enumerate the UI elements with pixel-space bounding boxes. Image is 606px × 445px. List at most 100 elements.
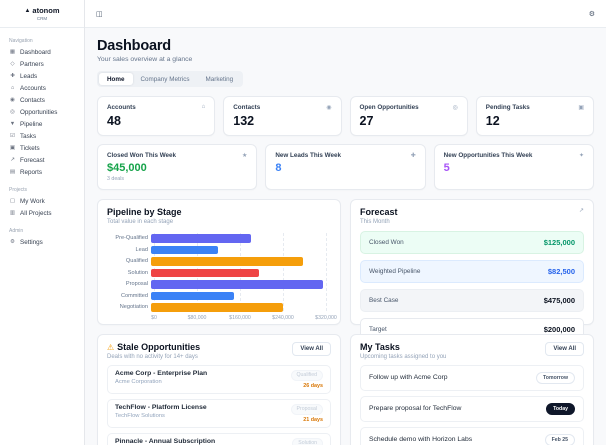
forecast-subtitle: This Month bbox=[360, 218, 390, 225]
my-tasks-card: My Tasks Upcoming tasks assigned to you … bbox=[350, 334, 594, 445]
app-tagline: CRM bbox=[36, 16, 48, 21]
sidebar-item-label: Partners bbox=[20, 60, 44, 68]
sidebar-item-label: Opportunities bbox=[20, 108, 58, 116]
pipeline-chart: Pre-Qualified Lead Qualified Solution Propos… bbox=[107, 232, 337, 324]
forecast-icon: ↗ bbox=[10, 157, 15, 163]
due-badge: Today bbox=[546, 402, 575, 415]
partners-icon: ◇ bbox=[10, 61, 15, 67]
kpi-value: 27 bbox=[359, 114, 374, 128]
sidebar-item-label: Tasks bbox=[20, 132, 37, 140]
stat-value: 8 bbox=[275, 162, 282, 174]
due-badge: Feb 25 bbox=[544, 433, 575, 445]
settings-icon[interactable]: ⚙ bbox=[588, 10, 595, 18]
kpi-card-accounts: Accounts ⌂ 48 bbox=[97, 96, 216, 136]
chart-bar-row: Proposal bbox=[107, 279, 331, 291]
task-label: Follow up with Acme Corp bbox=[369, 374, 448, 381]
stat-note: 3 deals bbox=[107, 176, 125, 182]
sidebar-item-partners[interactable]: ◇ Partners bbox=[0, 58, 84, 70]
stale-opportunity-row[interactable]: Pinnacle - Annual SubscriptionPinnacle I… bbox=[107, 432, 331, 445]
accounts-icon: ⌂ bbox=[10, 85, 15, 91]
sidebar-item-contacts[interactable]: ◉ Contacts bbox=[0, 94, 84, 106]
forecast-row-best-case: Best Case $475,000 bbox=[360, 288, 584, 312]
forecast-label: Best Case bbox=[369, 296, 399, 304]
opportunity-title: TechFlow - Platform License bbox=[115, 403, 207, 411]
tab-home[interactable]: Home bbox=[99, 73, 133, 85]
leads-icon: ✚ bbox=[10, 73, 15, 79]
chart-bar bbox=[151, 280, 323, 289]
pipeline-by-stage-card: Pipeline by Stage Total value in each st… bbox=[97, 199, 341, 325]
sidebar-toggle-icon[interactable]: ◫ bbox=[96, 10, 103, 18]
sidebar-item-label: My Work bbox=[20, 197, 45, 205]
stat-card-new-leads-week: New Leads This Week ✚ 8 bbox=[265, 144, 426, 190]
pipeline-icon: ▼ bbox=[9, 121, 16, 127]
stage-badge: Solution bbox=[292, 437, 323, 445]
sidebar-item-label: Accounts bbox=[20, 84, 46, 92]
kpi-label: Accounts bbox=[107, 104, 136, 111]
forecast-row-closed-won: Closed Won $125,000 bbox=[360, 230, 584, 254]
sidebar-item-all-projects[interactable]: ▥ All Projects bbox=[0, 207, 84, 219]
warning-icon: ⚠ bbox=[107, 343, 115, 352]
chart-bar bbox=[151, 303, 284, 312]
chart-bar-row: Lead bbox=[107, 244, 331, 256]
tasks-icon: ☑ bbox=[10, 133, 15, 139]
sidebar-item-tickets[interactable]: ▣ Tickets bbox=[0, 142, 84, 154]
reports-icon: ▤ bbox=[9, 169, 16, 175]
task-row[interactable]: Schedule demo with Horizon Labs Feb 25 bbox=[360, 426, 584, 445]
chart-bar bbox=[151, 245, 218, 254]
task-row[interactable]: Prepare proposal for TechFlow Today bbox=[360, 395, 584, 422]
sparkle-icon: ✦ bbox=[578, 153, 584, 159]
sidebar-item-my-work[interactable]: ▢ My Work bbox=[0, 195, 84, 207]
sidebar-item-tasks[interactable]: ☑ Tasks bbox=[0, 130, 84, 142]
sidebar-item-pipeline[interactable]: ▼ Pipeline bbox=[0, 118, 84, 130]
stale-title: Stale Opportunities bbox=[117, 342, 201, 352]
stat-card-new-opportunities-week: New Opportunities This Week ✦ 5 bbox=[433, 144, 594, 190]
sidebar-item-label: Forecast bbox=[20, 156, 45, 164]
chart-tick-label: $320,000 bbox=[315, 315, 337, 321]
forecast-label: Closed Won bbox=[369, 238, 404, 246]
kpi-value: 48 bbox=[107, 114, 121, 128]
forecast-label: Weighted Pipeline bbox=[369, 267, 421, 275]
stage-badge: Qualified bbox=[290, 369, 323, 381]
opportunity-company: Acme Corporation bbox=[115, 378, 162, 385]
chart-category-label: Negotiation bbox=[119, 304, 148, 311]
tickets-icon: ▣ bbox=[9, 145, 16, 151]
pipeline-rows: Pre-Qualified Lead Qualified Solution Propos… bbox=[107, 233, 331, 314]
page-subtitle: Your sales overview at a glance bbox=[97, 56, 193, 63]
stale-view-all-button[interactable]: View All bbox=[292, 342, 331, 356]
stale-subtitle: Deals with no activity for 14+ days bbox=[107, 353, 198, 360]
dashboard-tabs: Home Company Metrics Marketing bbox=[97, 71, 244, 87]
sidebar-item-settings[interactable]: ⚙ Settings bbox=[0, 236, 84, 248]
stat-value: $45,000 bbox=[107, 162, 147, 174]
sidebar-item-label: Tickets bbox=[20, 144, 40, 152]
tab-company-metrics[interactable]: Company Metrics bbox=[140, 75, 190, 83]
forecast-row-weighted-pipeline: Weighted Pipeline $82,500 bbox=[360, 259, 584, 283]
sidebar: ▲ atonom CRM Navigation ▦ Dashboard ◇ Part… bbox=[0, 0, 85, 445]
building-icon: ⌂ bbox=[201, 104, 206, 110]
chart-bar-row: Pre-Qualified bbox=[107, 233, 331, 245]
forecast-value: $125,000 bbox=[543, 237, 575, 247]
opportunity-company: TechFlow Solutions bbox=[115, 412, 165, 419]
sidebar-item-opportunities[interactable]: ◎ Opportunities bbox=[0, 106, 84, 118]
chart-bar bbox=[151, 234, 251, 243]
sidebar-item-reports[interactable]: ▤ Reports bbox=[0, 166, 84, 178]
sidebar-item-forecast[interactable]: ↗ Forecast bbox=[0, 154, 84, 166]
stat-card-closed-won-week: Closed Won This Week ★ $45,000 3 deals bbox=[97, 144, 258, 190]
kpi-label: Pending Tasks bbox=[485, 104, 530, 111]
dashboard-content: Dashboard Your sales overview at a glanc… bbox=[85, 28, 606, 445]
opportunity-age: 26 days bbox=[303, 382, 323, 389]
tasks-view-all-button[interactable]: View All bbox=[545, 342, 584, 356]
stale-opportunity-row[interactable]: Acme Corp - Enterprise Plan Acme Corporat… bbox=[107, 364, 331, 394]
sidebar-item-leads[interactable]: ✚ Leads bbox=[0, 70, 84, 82]
kpi-label: Open Opportunities bbox=[359, 104, 419, 111]
tab-marketing[interactable]: Marketing bbox=[205, 75, 234, 83]
chart-bar-row: Qualified bbox=[107, 256, 331, 268]
sidebar-item-dashboard[interactable]: ▦ Dashboard bbox=[0, 46, 84, 58]
forecast-value: $200,000 bbox=[543, 324, 575, 334]
contacts-icon: ◉ bbox=[10, 97, 15, 103]
stale-opportunity-row[interactable]: TechFlow - Platform License TechFlow Solu… bbox=[107, 398, 331, 428]
sidebar-item-accounts[interactable]: ⌂ Accounts bbox=[0, 82, 84, 94]
task-row[interactable]: Follow up with Acme Corp Tomorrow bbox=[360, 364, 584, 391]
forecast-card: Forecast This Month ↗ Closed Won $125,00… bbox=[350, 199, 594, 341]
chart-tick-label: $80,000 bbox=[187, 315, 207, 321]
kpi-value: 12 bbox=[485, 114, 500, 128]
